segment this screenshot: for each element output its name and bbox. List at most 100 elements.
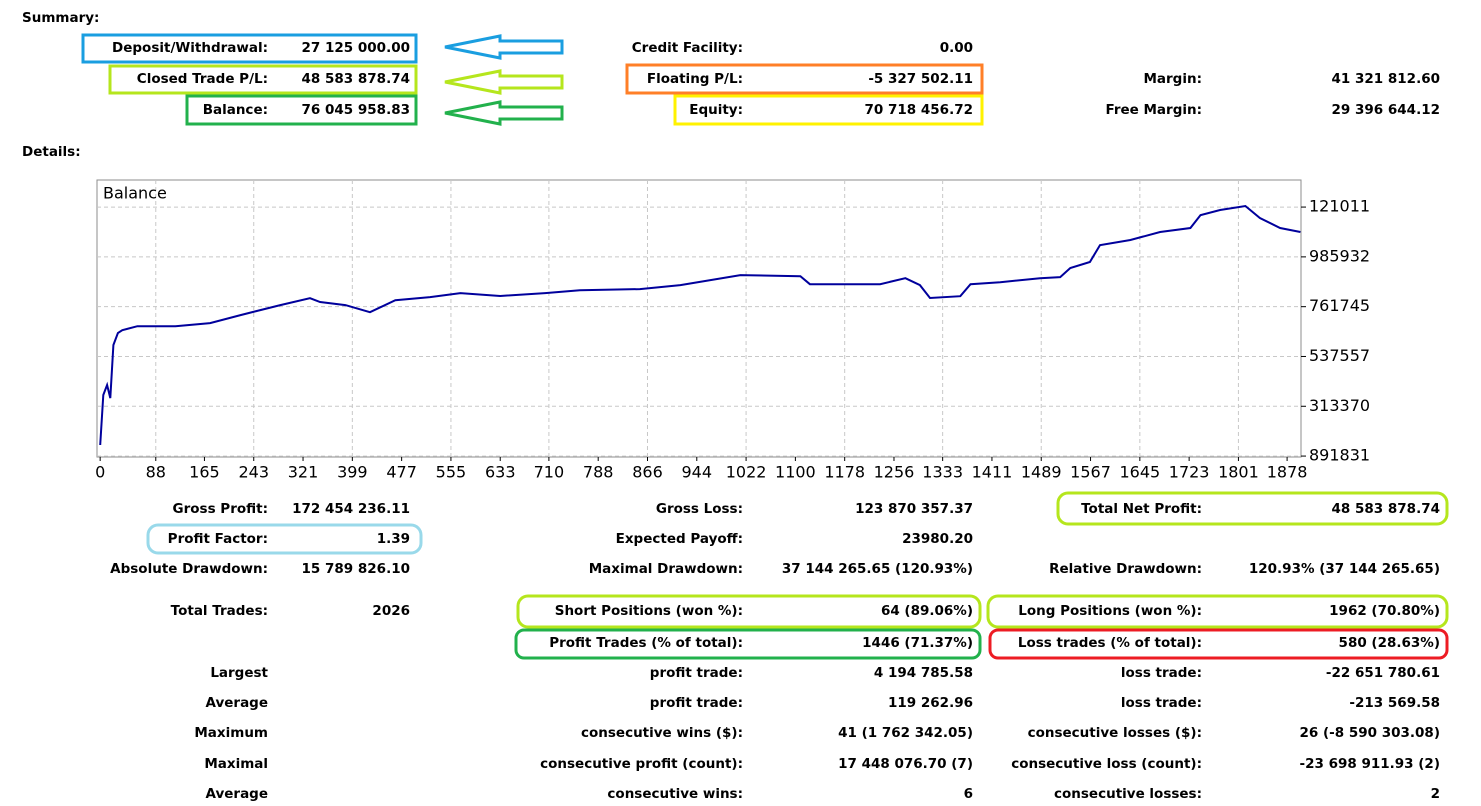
x-tick-label: 1489 <box>1021 463 1062 482</box>
field-value: -5 327 502.11 <box>868 71 973 87</box>
x-tick-label: 88 <box>146 463 166 482</box>
x-tick-label: 1333 <box>922 463 963 482</box>
field-value: 0.00 <box>939 40 973 56</box>
highlights <box>81 33 1449 660</box>
x-tick-label: 1567 <box>1070 463 1111 482</box>
field-label: consecutive wins: <box>607 786 743 802</box>
x-tick-label: 477 <box>386 463 417 482</box>
field-label: profit trade: <box>649 695 743 711</box>
field-value: 1446 (71.37%) <box>862 635 973 651</box>
y-tick-label: 121011 <box>1309 197 1370 216</box>
arrow <box>444 69 564 95</box>
field-label: consecutive losses: <box>1054 786 1202 802</box>
x-tick-label: 1411 <box>972 463 1013 482</box>
field-label: Expected Payoff: <box>615 531 743 547</box>
field-value: 6 <box>963 786 973 802</box>
field-value: 123 870 357.37 <box>855 501 973 517</box>
field-value: 172 454 236.11 <box>292 501 410 517</box>
field-value: 2 <box>1430 786 1440 802</box>
x-tick-label: 1022 <box>726 463 767 482</box>
field-label: Credit Facility: <box>631 40 743 56</box>
field-label: Profit Trades (% of total): <box>549 635 743 651</box>
field-label: consecutive loss (count): <box>1011 756 1202 772</box>
field-value: 4 194 785.58 <box>873 665 973 681</box>
x-tick-label: 1645 <box>1119 463 1160 482</box>
field-value: -22 651 780.61 <box>1325 665 1440 681</box>
field-label: loss trade: <box>1120 665 1202 681</box>
balance-line <box>99 204 1301 446</box>
field-value: 15 789 826.10 <box>301 561 410 577</box>
x-tick-label: 944 <box>682 463 713 482</box>
highlight-box <box>146 523 423 555</box>
arrow <box>444 34 564 60</box>
x-tick-label: 710 <box>534 463 565 482</box>
highlight-box <box>81 33 418 64</box>
field-value: 23980.20 <box>902 531 973 547</box>
balance-chart: 891831 313370 537557 761745 985932 121011 0 88 1… <box>95 179 1370 482</box>
field-value: 1.39 <box>376 531 410 547</box>
field-value: 17 448 076.70 (7) <box>838 756 973 772</box>
field-label: Deposit/Withdrawal: <box>112 40 268 56</box>
field-label: loss trade: <box>1120 695 1202 711</box>
field-label: Equity: <box>689 102 743 118</box>
field-label: consecutive profit (count): <box>540 756 743 772</box>
x-tick-label: 243 <box>238 463 269 482</box>
field-label: Total Net Profit: <box>1081 501 1202 517</box>
field-value: 27 125 000.00 <box>301 40 410 56</box>
field-value: 580 (28.63%) <box>1338 635 1440 651</box>
field-label: Closed Trade P/L: <box>136 71 268 87</box>
highlight-box <box>673 94 984 126</box>
field-label: Gross Profit: <box>172 501 268 517</box>
x-tick-label: 399 <box>337 463 368 482</box>
field-label: Maximal Drawdown: <box>588 561 743 577</box>
field-value: 70 718 456.72 <box>864 102 973 118</box>
x-tick-label: 1100 <box>775 463 816 482</box>
highlight-box <box>1056 491 1449 526</box>
field-label: profit trade: <box>649 665 743 681</box>
series-label: Balance <box>103 184 167 203</box>
field-label: Total Trades: <box>170 603 268 619</box>
field-value: 2026 <box>372 603 410 619</box>
highlight-box <box>516 594 982 629</box>
field-value: 26 (-8 590 303.08) <box>1299 725 1441 741</box>
field-label: Gross Loss: <box>655 501 743 517</box>
field-label: Short Positions (won %): <box>554 603 743 619</box>
highlight-box <box>514 628 982 660</box>
field-value: 41 (1 762 342.05) <box>838 725 973 741</box>
field-value: 41 321 812.60 <box>1331 71 1440 87</box>
x-tick-label: 788 <box>583 463 614 482</box>
y-tick-label: 537557 <box>1309 346 1370 365</box>
x-tick-label: 1256 <box>874 463 915 482</box>
field-value: 48 583 878.74 <box>1331 501 1440 517</box>
x-tick-label: 866 <box>632 463 663 482</box>
highlight-box <box>986 594 1449 629</box>
highlight-box <box>988 628 1449 660</box>
field-label: Loss trades (% of total): <box>1017 635 1202 651</box>
field-label: Maximal <box>204 756 268 772</box>
y-tick-label: 891831 <box>1309 446 1370 465</box>
field-label: Balance: <box>202 102 268 118</box>
y-tick-label: 985932 <box>1309 246 1370 265</box>
x-tick-label: 1723 <box>1169 463 1210 482</box>
field-value: 120.93% (37 144 265.65) <box>1248 561 1440 577</box>
field-value: -23 698 911.93 (2) <box>1299 756 1441 772</box>
field-label: Average <box>205 695 268 711</box>
x-tick-label: 1801 <box>1218 463 1259 482</box>
x-tick-label: 0 <box>95 463 105 482</box>
field-value: 37 144 265.65 (120.93%) <box>781 561 973 577</box>
section-title: Summary: <box>22 10 100 26</box>
field-label: Floating P/L: <box>646 71 743 87</box>
y-tick-label: 313370 <box>1309 396 1370 415</box>
field-value: 76 045 958.83 <box>301 102 410 118</box>
field-label: Average <box>205 786 268 802</box>
field-value: 1962 (70.80%) <box>1329 603 1440 619</box>
x-tick-label: 1878 <box>1267 463 1308 482</box>
y-tick-label: 761745 <box>1309 296 1370 315</box>
field-value: 64 (89.06%) <box>880 603 973 619</box>
field-label: Margin: <box>1143 71 1202 87</box>
x-tick-label: 321 <box>288 463 319 482</box>
x-tick-label: 633 <box>485 463 516 482</box>
plot-area <box>96 179 1302 458</box>
